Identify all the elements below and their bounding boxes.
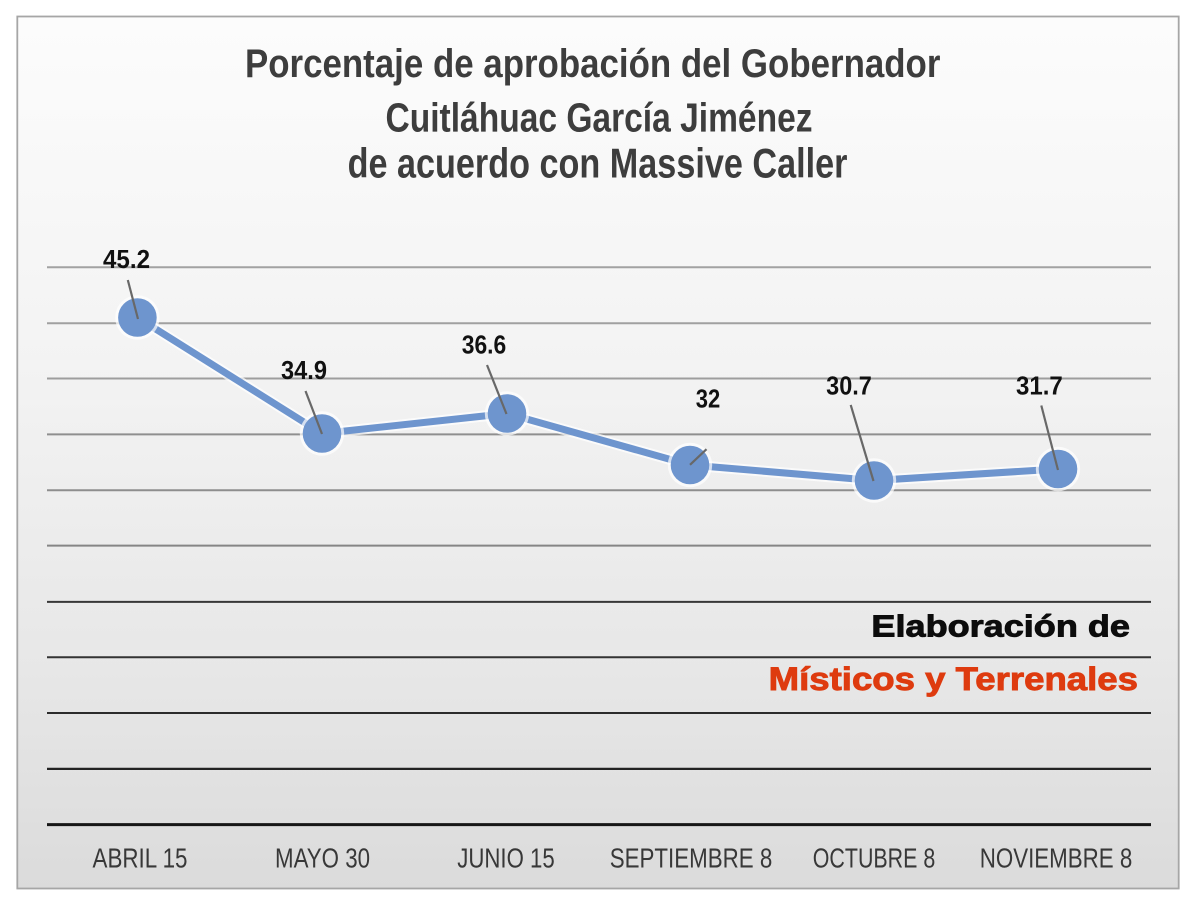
svg-text:Elaboración de: Elaboración de (871, 610, 1130, 644)
svg-text:30.7: 30.7 (826, 372, 872, 400)
svg-text:SEPTIEMBRE 8: SEPTIEMBRE 8 (610, 843, 773, 874)
svg-text:Cuitláhuac García Jiménez: Cuitláhuac García Jiménez (385, 94, 812, 140)
svg-text:31.7: 31.7 (1016, 372, 1063, 401)
svg-text:36.6: 36.6 (462, 331, 506, 360)
svg-text:JUNIO 15: JUNIO 15 (457, 843, 555, 874)
svg-text:32: 32 (696, 385, 720, 414)
svg-text:34.9: 34.9 (281, 357, 327, 385)
svg-text:NOVIEMBRE 8: NOVIEMBRE 8 (980, 843, 1133, 874)
svg-text:de acuerdo con Massive Caller: de acuerdo con Massive Caller (348, 141, 848, 187)
svg-text:45.2: 45.2 (103, 245, 150, 274)
svg-text:MAYO 30: MAYO 30 (275, 843, 370, 874)
svg-text:Porcentaje de aprobación del G: Porcentaje de aprobación del Gobernador (245, 41, 941, 86)
svg-text:OCTUBRE 8: OCTUBRE 8 (813, 844, 935, 874)
svg-text:ABRIL 15: ABRIL 15 (93, 843, 188, 874)
svg-text:Místicos y Terrenales: Místicos y Terrenales (769, 662, 1138, 697)
